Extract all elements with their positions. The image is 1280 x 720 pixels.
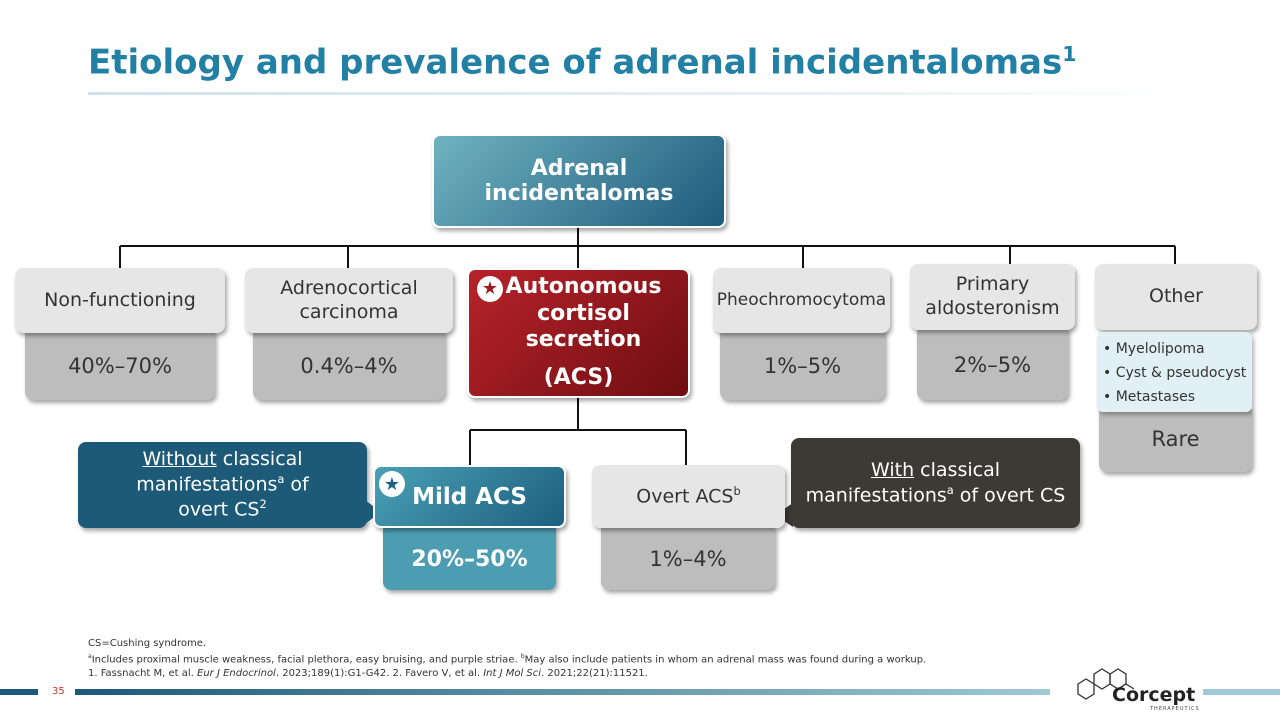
footer-bar-left <box>0 689 38 695</box>
callout-part: classical manifestations <box>136 448 303 496</box>
footer-bar-right <box>1203 689 1280 695</box>
node-box: Adrenocortical carcinoma <box>245 268 453 333</box>
footer-bar <box>75 689 1050 695</box>
node-label: Non-functioning <box>44 288 196 311</box>
star-icon: ★ <box>379 471 405 497</box>
node-value: Rare <box>1151 426 1200 451</box>
logo-mark <box>1077 668 1135 700</box>
callout-part: of overt CS <box>178 473 309 521</box>
title-rule <box>88 92 1178 95</box>
list-item: • Cyst & pseudocyst <box>1103 365 1247 381</box>
star-icon: ★ <box>477 276 503 302</box>
footnote-text: Includes proximal muscle weakness, facia… <box>91 654 521 666</box>
connector-lines <box>119 228 1176 466</box>
footnote-sup: a <box>88 653 92 660</box>
footnote-journal: Eur J Endocrinol <box>197 668 276 679</box>
footnote-text: . 2023;189(1):G1-G42. 2. Favero V, et al… <box>275 668 484 679</box>
sub-node-label: Mild ACS <box>412 483 527 510</box>
callout: Without classical manifestationsa of ove… <box>78 442 367 528</box>
list-item-text: Metastases <box>1115 389 1196 405</box>
callout-part: classical manifestations <box>805 459 1000 507</box>
node-value-box: 40%–70% <box>25 326 215 400</box>
acs-node: ★ Autonomous cortisol secretion (ACS) <box>467 268 690 398</box>
sub-node-value: 1%–4% <box>649 547 727 571</box>
list-item: • Metastases <box>1103 389 1196 405</box>
footnote-text: May also include patients in whom an adr… <box>524 654 927 666</box>
footnote-text: . 2021;22(21):11521. <box>541 668 648 679</box>
title-sup: 1 <box>1062 42 1077 66</box>
callout-text: With classical manifestationsa of overt … <box>801 458 1071 508</box>
sub-node-box: Overt ACSb <box>592 465 785 528</box>
sub-node-label-text: Overt ACS <box>636 485 734 508</box>
callout-sup: a <box>946 482 954 497</box>
logo-text: Corcept <box>1112 684 1196 706</box>
title-text: Etiology and prevalence of adrenal incid… <box>88 42 1063 83</box>
root-node: Adrenal incidentalomas <box>432 134 726 228</box>
footnote-text: 1. Fassnacht M, et al. <box>88 668 198 679</box>
logo-sub: THERAPEUTICS <box>1150 706 1200 712</box>
root-connector <box>119 228 1176 268</box>
callout-emph: With <box>871 459 915 482</box>
list-item-text: Myelolipoma <box>1115 341 1205 357</box>
callout-sup: a <box>277 471 285 486</box>
callout-sup: 2 <box>259 496 267 511</box>
acs-connector <box>469 398 687 466</box>
footnote-sup: b <box>520 653 525 660</box>
list-item: • Myelolipoma <box>1103 341 1205 357</box>
node-label: Autonomous cortisol secretion <box>505 274 662 352</box>
node-label: Primary aldosteronism <box>925 273 1060 319</box>
node-box: Non-functioning <box>15 268 225 333</box>
node-value-box: 2%–5% <box>917 323 1068 400</box>
node-box: Other <box>1095 264 1257 330</box>
footnote: CS=Cushing syndrome. <box>88 638 206 649</box>
sub-node-box: ★ Mild ACS <box>373 465 566 528</box>
callout: With classical manifestationsa of overt … <box>791 438 1080 528</box>
node-box: Primary aldosteronism <box>910 264 1075 330</box>
callout-text: Without classical manifestationsa of ove… <box>113 448 333 522</box>
footnote: 1. Fassnacht M, et al. Eur J Endocrinol.… <box>88 668 648 679</box>
node-value: 40%–70% <box>68 354 172 378</box>
page-number: 35 <box>52 686 65 697</box>
footnote-text: CS=Cushing syndrome. <box>88 638 207 649</box>
callout-part: of overt CS <box>953 484 1066 507</box>
node-value-box: 1%–5% <box>720 326 885 400</box>
node-box: Pheochromocytoma <box>713 268 890 333</box>
sub-node-value-box: 1%–4% <box>601 522 775 590</box>
node-value-box: Rare <box>1099 405 1252 472</box>
node-value: 2%–5% <box>953 352 1032 377</box>
callout-emph: Without <box>142 448 217 471</box>
sub-node-value-box: 20%–50% <box>383 522 556 590</box>
node-value-box: 0.4%–4% <box>253 326 445 400</box>
node-value: 0.4%–4% <box>300 354 398 378</box>
sub-node-sup: b <box>733 483 741 498</box>
title: Etiology and prevalence of adrenal incid… <box>88 42 1076 82</box>
other-list: • Myelolipoma • Cyst & pseudocyst • Meta… <box>1097 332 1252 412</box>
node-label: Other <box>1149 285 1203 308</box>
sub-node-label: Overt ACSb <box>636 484 740 509</box>
node-abbr: (ACS) <box>543 365 614 391</box>
node-value: 1%–5% <box>763 354 842 378</box>
node-label: Pheochromocytoma <box>716 289 887 310</box>
list-item-text: Cyst & pseudocyst <box>1115 365 1247 381</box>
root-label: Adrenal incidentalomas <box>484 156 674 206</box>
sub-node-value: 20%–50% <box>411 546 528 572</box>
node-label: Adrenocortical carcinoma <box>280 276 418 323</box>
footnote: aIncludes proximal muscle weakness, faci… <box>88 653 926 665</box>
footnote-journal: Int J Mol Sci <box>483 668 542 679</box>
